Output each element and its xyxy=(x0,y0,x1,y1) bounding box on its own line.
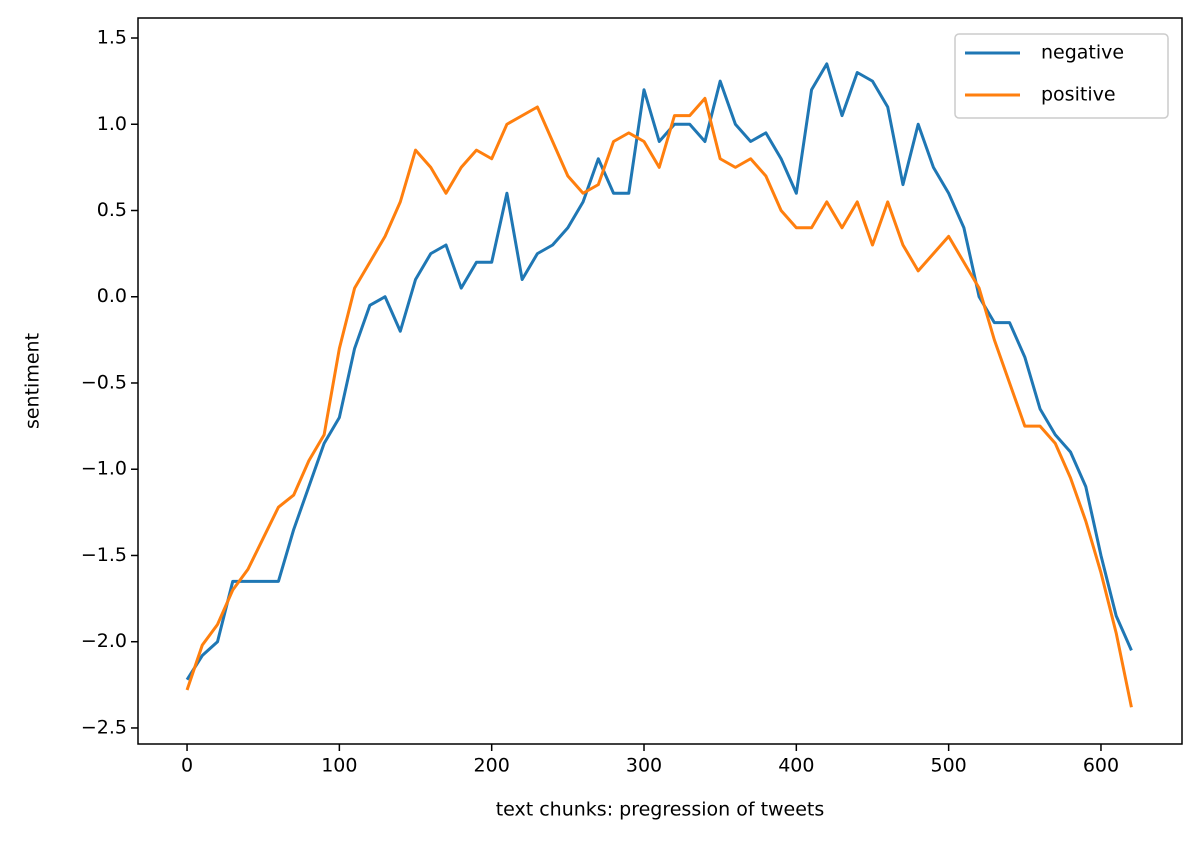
y-tick-label: −2.5 xyxy=(81,716,127,738)
x-tick-label: 600 xyxy=(1083,755,1119,777)
line-series xyxy=(185,96,1133,708)
x-tick-label: 100 xyxy=(321,755,357,777)
x-tick-label: 400 xyxy=(778,755,814,777)
plot-frame xyxy=(137,17,1183,745)
line-series xyxy=(185,62,1133,681)
x-tick-label: 200 xyxy=(474,755,510,777)
x-tick-label: 0 xyxy=(181,755,193,777)
y-tick-label: −1.5 xyxy=(81,544,127,566)
y-tick-label: −2.0 xyxy=(81,630,127,652)
y-axis-label: sentiment xyxy=(22,333,44,429)
legend-box xyxy=(954,33,1169,119)
y-tick-label: 1.5 xyxy=(97,27,127,49)
legend-label: negative xyxy=(1041,42,1124,64)
x-tick-label: 300 xyxy=(626,755,662,777)
x-tick-label: 500 xyxy=(931,755,967,777)
y-tick-label: 0.5 xyxy=(97,199,127,221)
legend-label: positive xyxy=(1041,84,1116,106)
x-axis-label: text chunks: pregression of tweets xyxy=(496,799,825,821)
y-tick-label: 0.0 xyxy=(97,285,127,307)
y-tick-label: −1.0 xyxy=(81,458,127,480)
y-tick-label: −0.5 xyxy=(81,371,127,393)
y-tick-label: 1.0 xyxy=(97,113,127,135)
